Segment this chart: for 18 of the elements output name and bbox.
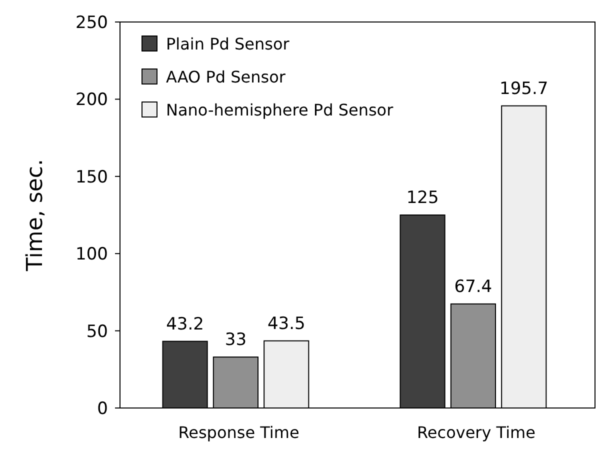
y-tick-label: 150 [76, 167, 108, 188]
x-tick-label: Recovery Time [417, 423, 536, 442]
data-label: 43.2 [166, 314, 204, 334]
legend-label: Nano-hemisphere Pd Sensor [166, 100, 394, 120]
data-label: 195.7 [500, 78, 548, 99]
y-tick-label: 50 [86, 322, 108, 342]
data-label: 67.4 [454, 276, 492, 297]
data-label: 125 [406, 188, 439, 208]
y-tick-label: 200 [76, 90, 108, 110]
y-tick-label: 250 [76, 12, 108, 33]
legend-label: AAO Pd Sensor [166, 68, 286, 87]
y-axis-title: Time, sec. [23, 159, 48, 272]
data-label: 43.5 [267, 314, 306, 334]
y-tick-label: 0 [97, 398, 108, 419]
data-label: 33 [224, 330, 247, 350]
y-tick-label: 100 [76, 244, 108, 265]
legend-label: Plain Pd Sensor [166, 34, 290, 54]
x-tick-label: Response Time [178, 423, 300, 442]
